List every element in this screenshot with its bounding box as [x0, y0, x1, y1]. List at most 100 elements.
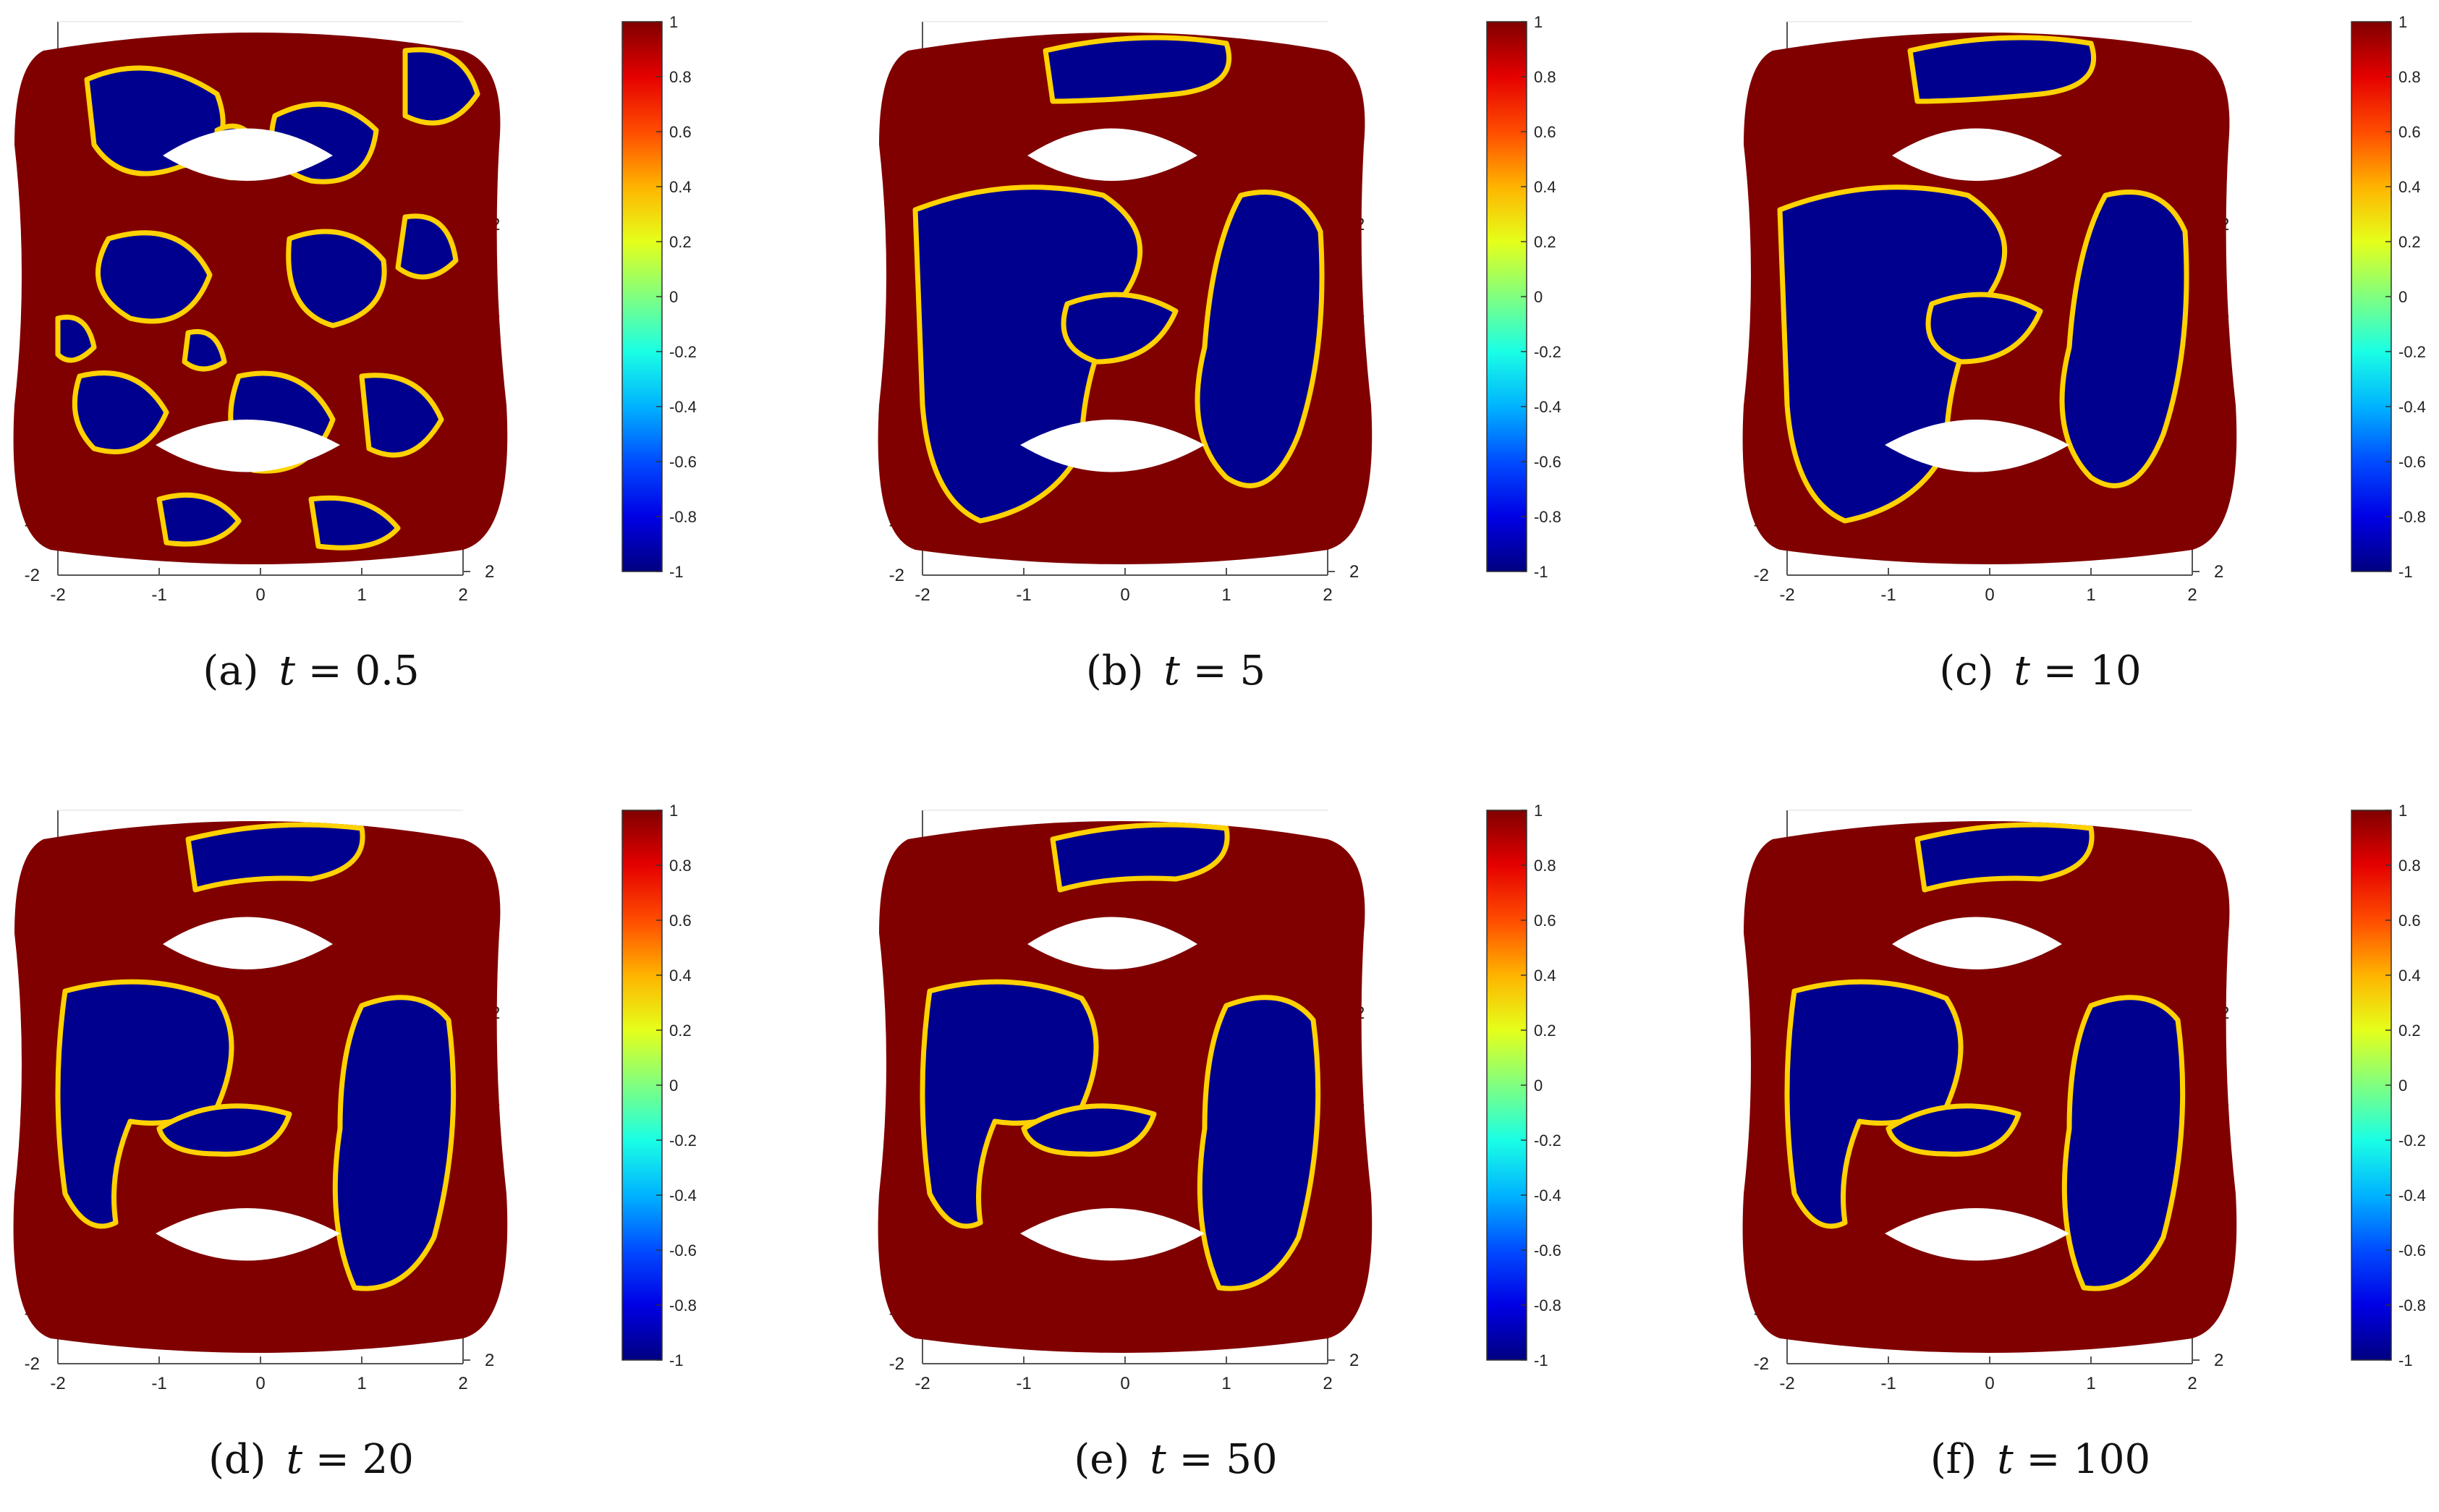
blue-phase-region — [55, 314, 97, 363]
colorbar-tick-label: -0.6 — [2398, 453, 2426, 471]
colorbar: 1 0.8 0.6 0.4 0.2 0 -0.2 -0.4 -0.6 -0.8 -1 — [1486, 802, 1561, 1369]
x-tick-label: 0 — [255, 1374, 265, 1393]
colorbar-tick-label: 1 — [2398, 802, 2407, 820]
surface-holes — [156, 128, 340, 472]
lower-hole — [1885, 420, 2069, 472]
blue-phase-region — [1777, 184, 2007, 524]
colorbar: 1 0.8 0.6 0.4 0.2 0 -0.2 -0.4 -0.6 -0.8 -1 — [622, 802, 697, 1369]
blue-phase-region — [1050, 822, 1230, 893]
panel-caption: (b) t = 5 — [1085, 647, 1266, 695]
colorbar-tick-label: 0 — [669, 1076, 678, 1095]
panel-b: -2-1012-2-1012-2-101210.80.60.40.20-0.2-… — [865, 0, 1660, 723]
x-tick-label: 1 — [1221, 1374, 1231, 1393]
colorbar-tick-label: 0.4 — [669, 967, 692, 985]
caption-label: (e) — [1074, 1436, 1130, 1483]
colorbar-gradient — [1486, 810, 1527, 1361]
blue-phase-region — [182, 328, 227, 372]
colorbar-tick-label: -1 — [2398, 563, 2413, 581]
panel-caption: (a) t = 0.5 — [203, 647, 420, 695]
colorbar-tick-label: 0 — [2398, 288, 2407, 306]
caption-time-value: 20 — [362, 1436, 414, 1483]
colorbar-tick-label: 0.2 — [1534, 1022, 1556, 1040]
y-tick-label: -2 — [25, 1354, 40, 1374]
surface-holes — [1885, 917, 2069, 1261]
colorbar-tick-label: -1 — [1534, 1351, 1548, 1369]
panel-caption: (d) t = 20 — [208, 1436, 414, 1483]
z-tick-label: 2 — [485, 562, 494, 582]
x-tick-label: 0 — [255, 585, 265, 605]
x-tick-label: 0 — [1120, 585, 1129, 605]
y-tick-label: -2 — [25, 566, 40, 585]
z-tick-label: 2 — [485, 1351, 494, 1370]
colorbar-tick-label: -0.4 — [2398, 398, 2426, 416]
x-tick-label: -2 — [915, 585, 930, 605]
panel-caption: (f) t = 100 — [1930, 1436, 2151, 1483]
colorbar-tick-label: -1 — [2398, 1351, 2413, 1369]
lower-hole — [1020, 1208, 1205, 1261]
plot-svg: -2-1012-2-1012-2-101210.80.60.40.20-0.2-… — [13, 13, 697, 605]
blue-phase-region — [185, 822, 365, 893]
blue-phase-region — [1195, 190, 1325, 488]
caption-time-symbol: t — [1150, 1436, 1166, 1483]
colorbar: 1 0.8 0.6 0.4 0.2 0 -0.2 -0.4 -0.6 -0.8 -1 — [1486, 13, 1561, 581]
colorbar-tick-label: -0.8 — [1534, 508, 1561, 526]
upper-hole — [1892, 917, 2062, 969]
colorbar-tick-label: -1 — [1534, 563, 1548, 581]
blue-phase-region — [1197, 995, 1321, 1291]
z-tick-label: 2 — [1349, 1351, 1359, 1370]
colorbar-tick-label: 0.2 — [669, 1022, 692, 1040]
caption-time-value: 0.5 — [355, 647, 420, 695]
surface-holes — [1020, 128, 1205, 472]
colorbar-tick-label: -0.4 — [1534, 1186, 1561, 1205]
colorbar-tick-label: 0.6 — [1534, 123, 1556, 141]
colorbar-tick-label: 1 — [2398, 13, 2407, 31]
x-tick-label: 2 — [1323, 1374, 1332, 1393]
x-tick-label: -2 — [1779, 1374, 1794, 1393]
colorbar-tick-label: -0.6 — [2398, 1241, 2426, 1260]
x-tick-label: 0 — [1120, 1374, 1129, 1393]
panel-caption: (e) t = 50 — [1074, 1436, 1278, 1483]
colorbar-tick-label: -0.8 — [2398, 508, 2426, 526]
colorbar-tick-label: -0.4 — [1534, 398, 1561, 416]
blue-phase-region — [2061, 995, 2186, 1291]
y-tick-label: -2 — [889, 1354, 904, 1374]
x-tick-label: -2 — [50, 585, 65, 605]
blue-phase-region — [308, 495, 401, 551]
colorbar: 1 0.8 0.6 0.4 0.2 0 -0.2 -0.4 -0.6 -0.8 -1 — [622, 13, 697, 581]
colorbar-tick-label: 0.4 — [2398, 178, 2421, 196]
caption-label: (c) — [1939, 647, 1994, 695]
blue-phase-region — [1907, 35, 2097, 104]
plot-svg: -2-1012-2-1012-2-101210.80.60.40.20-0.2-… — [1742, 802, 2426, 1393]
colorbar-tick-label: 0 — [1534, 1076, 1543, 1095]
surface-holes — [1885, 128, 2069, 472]
colorbar-tick-label: 1 — [669, 13, 678, 31]
caption-time-value: 5 — [1239, 647, 1266, 695]
colorbar-tick-label: -0.8 — [669, 1296, 697, 1314]
plot-svg: -2-1012-2-1012-2-101210.80.60.40.20-0.2-… — [878, 802, 1561, 1393]
y-tick-label: -2 — [1754, 566, 1769, 585]
colorbar-tick-label: 0.4 — [669, 178, 692, 196]
colorbar-tick-label: 0.2 — [669, 233, 692, 251]
colorbar-tick-label: -0.2 — [1534, 343, 1561, 361]
plot-svg: -2-1012-2-1012-2-101210.80.60.40.20-0.2-… — [1742, 13, 2426, 605]
x-tick-label: 2 — [1323, 585, 1332, 605]
phase-field-surface — [1742, 821, 2237, 1353]
x-tick-label: -2 — [1779, 585, 1794, 605]
caption-time-value: 10 — [2090, 647, 2142, 695]
colorbar-tick-label: -0.2 — [2398, 343, 2426, 361]
x-tick-label: -2 — [50, 1374, 65, 1393]
caption-time-symbol: t — [1163, 647, 1180, 695]
x-tick-label: -1 — [151, 1374, 166, 1393]
x-tick-label: 2 — [2187, 585, 2197, 605]
blue-phase-region — [395, 213, 459, 280]
colorbar-tick-label: -0.2 — [2398, 1131, 2426, 1150]
x-tick-label: -1 — [151, 585, 166, 605]
phase-field-surface — [13, 821, 508, 1353]
colorbar-tick-label: 1 — [669, 802, 678, 820]
blue-phase-region — [1914, 822, 2095, 893]
lower-hole — [1020, 420, 1205, 472]
upper-hole — [1892, 128, 2062, 181]
colorbar-tick-label: -0.8 — [1534, 1296, 1561, 1314]
x-tick-label: 1 — [2086, 1374, 2095, 1393]
colorbar-tick-label: 0.6 — [2398, 123, 2421, 141]
